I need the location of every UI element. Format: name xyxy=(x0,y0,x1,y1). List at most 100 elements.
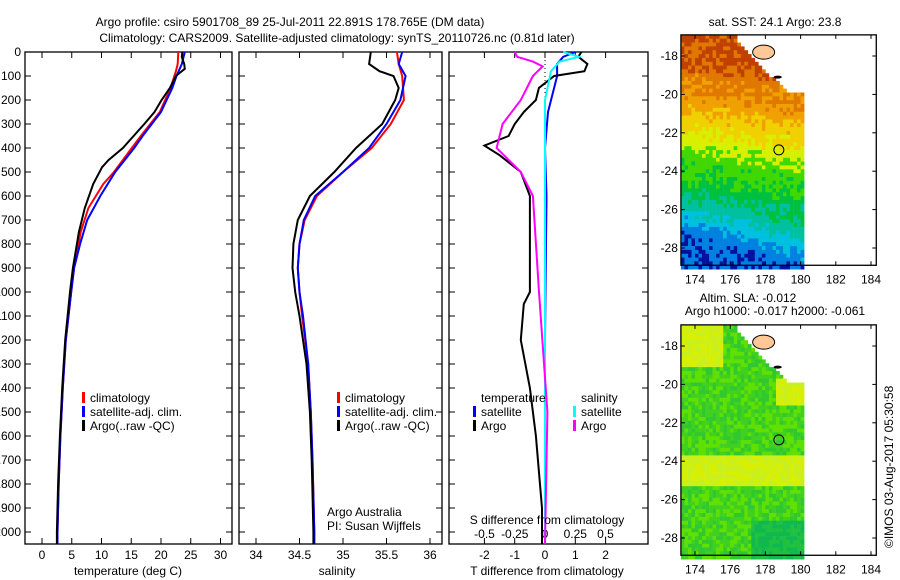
map-cell xyxy=(695,332,699,337)
map-cell xyxy=(698,215,703,220)
map-cell xyxy=(793,203,798,208)
map-cell xyxy=(680,374,685,379)
map-cell xyxy=(765,238,770,243)
map-cell xyxy=(709,513,713,518)
x-tick-label: 1 xyxy=(572,548,579,562)
map-cell xyxy=(723,146,727,151)
map-cell xyxy=(797,92,801,97)
map-cell xyxy=(698,46,703,51)
map-cell xyxy=(776,459,780,464)
map-cell xyxy=(768,157,773,162)
map-cell xyxy=(758,215,763,220)
map-cell xyxy=(800,555,805,560)
map-cell xyxy=(751,543,756,548)
map-cell xyxy=(758,200,763,205)
map-cell xyxy=(779,203,784,208)
map-cell xyxy=(691,211,696,216)
map-cell xyxy=(733,130,738,136)
map-cell xyxy=(790,188,794,193)
map-cell xyxy=(776,161,780,166)
map-cell xyxy=(740,539,745,545)
map-cell xyxy=(768,146,773,151)
map-cell xyxy=(730,34,734,40)
map-cell xyxy=(761,100,766,105)
map-cell xyxy=(737,474,741,479)
map-cell xyxy=(726,490,731,495)
map-cell xyxy=(765,490,770,495)
map-cell xyxy=(761,394,766,399)
map-cell xyxy=(786,443,791,449)
map-cell xyxy=(712,386,717,391)
map-cell xyxy=(709,486,713,491)
map-cell xyxy=(680,397,685,402)
map-cell xyxy=(719,413,724,418)
map-cell xyxy=(726,77,731,82)
map-cell xyxy=(800,520,805,525)
map-cell xyxy=(691,432,696,437)
map-cell xyxy=(680,417,685,422)
map-cell xyxy=(772,417,777,422)
map-cell xyxy=(776,497,780,502)
map-cell xyxy=(740,520,745,525)
map-cell xyxy=(772,219,777,224)
map-cell xyxy=(776,539,780,545)
map-cell xyxy=(716,215,720,220)
map-cell xyxy=(776,547,780,552)
map-cell xyxy=(751,390,756,395)
map-cell xyxy=(705,242,710,247)
map-cell xyxy=(754,134,759,139)
map-cell xyxy=(761,486,766,491)
map-cell xyxy=(786,257,791,262)
map-cell xyxy=(758,536,763,541)
map-cell xyxy=(726,443,731,449)
map-cell xyxy=(765,420,770,426)
map-cell xyxy=(783,413,787,418)
map-cell xyxy=(719,196,724,201)
map-cell xyxy=(786,203,791,208)
map-cell xyxy=(680,409,685,414)
map-cell xyxy=(740,115,745,120)
map-cell xyxy=(691,92,696,97)
map-cell xyxy=(747,493,752,498)
map-cell xyxy=(680,474,685,479)
map-cell xyxy=(691,328,696,333)
map-cell xyxy=(790,516,794,522)
map-cell xyxy=(705,397,710,402)
map-cell xyxy=(797,413,801,418)
map-cell xyxy=(705,142,710,147)
map-cell xyxy=(723,157,727,162)
map-cell xyxy=(783,394,787,399)
map-cell xyxy=(761,528,766,533)
map-cell xyxy=(719,324,724,330)
map-cell xyxy=(730,234,734,239)
map-cell xyxy=(733,207,738,212)
map-cell xyxy=(768,547,773,552)
x-tick-label: 0 xyxy=(39,548,46,562)
map-cell xyxy=(783,180,787,185)
map-cell xyxy=(684,249,689,255)
map-cell xyxy=(716,54,720,59)
map-cell xyxy=(705,115,710,120)
map-cell xyxy=(779,88,784,93)
map-cell xyxy=(726,486,731,491)
map-cell xyxy=(698,467,703,472)
map-cell xyxy=(779,249,784,255)
map-cell xyxy=(740,355,745,360)
map-cell xyxy=(783,382,787,387)
map-cell xyxy=(723,100,727,105)
map-cell xyxy=(765,119,770,124)
map-cell xyxy=(790,532,794,537)
map-cell xyxy=(761,265,766,270)
map-cell xyxy=(726,497,731,502)
map-cell xyxy=(680,470,685,475)
map-cell xyxy=(716,238,720,243)
map-cell xyxy=(779,443,784,449)
map-cell xyxy=(758,196,763,201)
map-cell xyxy=(797,211,801,216)
map-cell xyxy=(747,524,752,529)
map-cell xyxy=(776,215,780,220)
map-cell xyxy=(726,440,731,445)
map-cell xyxy=(691,157,696,162)
map-cell xyxy=(730,107,734,112)
map-cell xyxy=(744,192,749,197)
